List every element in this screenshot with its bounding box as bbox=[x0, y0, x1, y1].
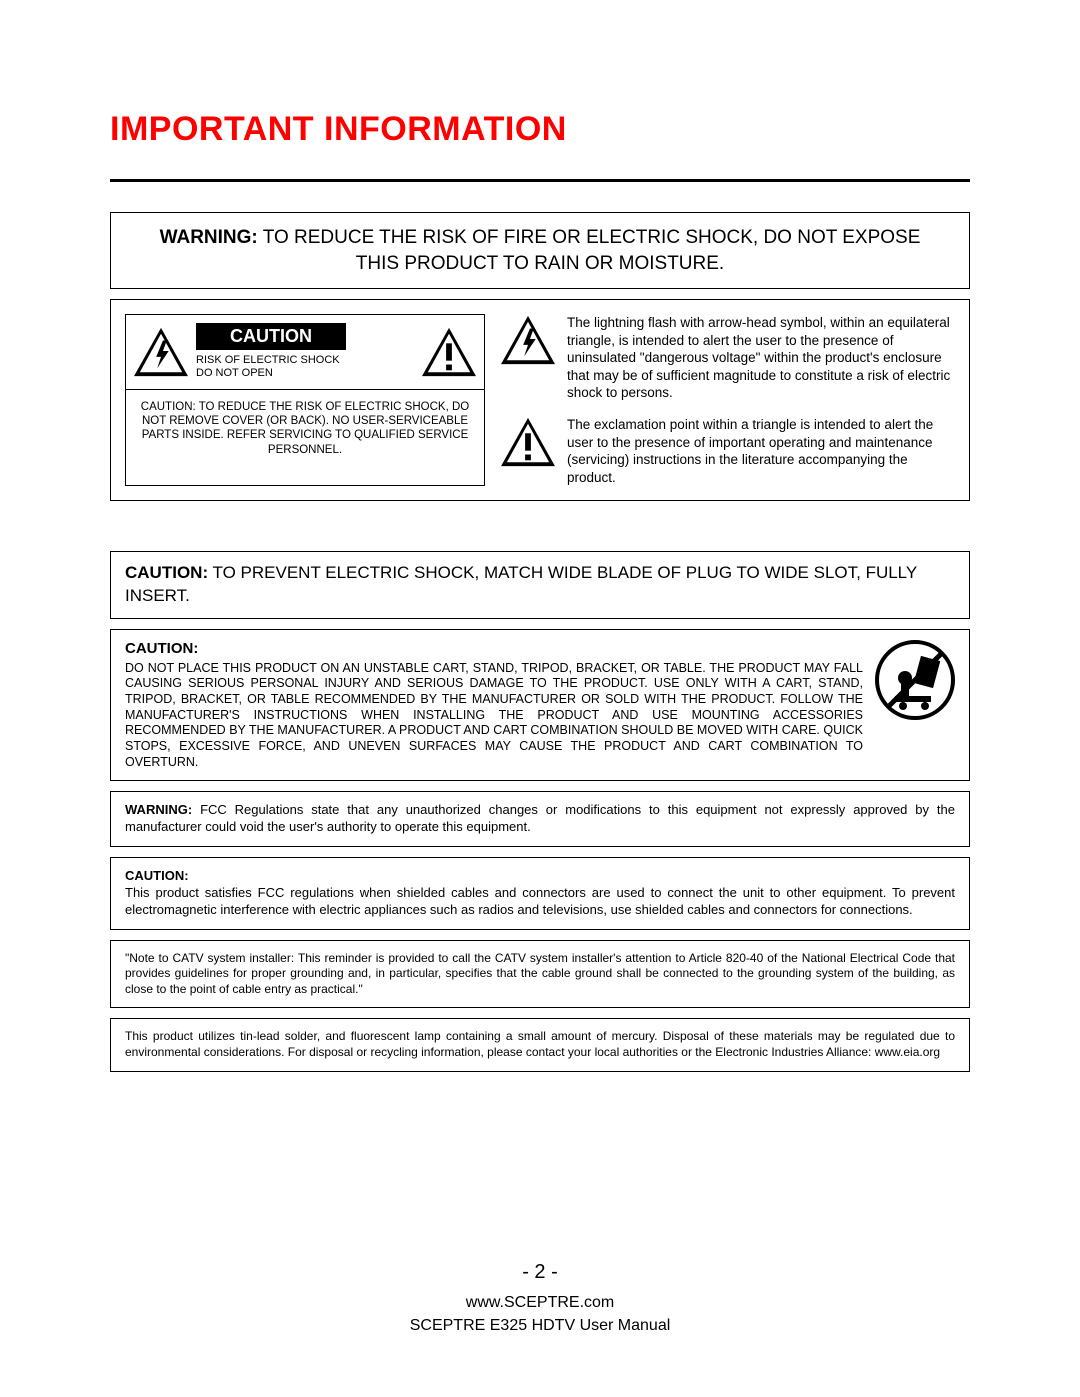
title-rule bbox=[110, 179, 970, 182]
warning-rain-box: WARNING: TO REDUCE THE RISK OF FIRE OR E… bbox=[110, 212, 970, 289]
warning-label: WARNING: bbox=[160, 227, 258, 248]
fcc-caution-box: CAUTION: This product satisfies FCC regu… bbox=[110, 857, 970, 930]
exclaim-desc-row: The exclamation point within a triangle … bbox=[499, 416, 955, 486]
caution-bottom-text: CAUTION: TO REDUCE THE RISK OF ELECTRIC … bbox=[126, 390, 484, 468]
lightning-triangle-icon-2 bbox=[499, 314, 557, 366]
exclaim-triangle-icon-2 bbox=[499, 416, 557, 468]
cart-text: DO NOT PLACE THIS PRODUCT ON AN UNSTABLE… bbox=[125, 661, 863, 769]
footer-url: www.SCEPTRE.com bbox=[0, 1292, 1080, 1314]
disposal-note-text: This product utilizes tin-lead solder, a… bbox=[125, 1029, 955, 1059]
caution-cart-box: CAUTION: DO NOT PLACE THIS PRODUCT ON AN… bbox=[110, 629, 970, 781]
page-footer: - 2 - www.SCEPTRE.com SCEPTRE E325 HDTV … bbox=[0, 1258, 1080, 1337]
risk-line-1: RISK OF ELECTRIC SHOCK bbox=[196, 354, 340, 367]
cart-tip-icon bbox=[875, 640, 955, 720]
exclaim-triangle-icon bbox=[420, 326, 478, 378]
caution-plug-box: CAUTION: TO PREVENT ELECTRIC SHOCK, MATC… bbox=[110, 551, 970, 619]
fcc-caution-text: This product satisfies FCC regulations w… bbox=[125, 885, 955, 917]
caution-panel: CAUTION RISK OF ELECTRIC SHOCK DO NOT OP… bbox=[110, 299, 970, 501]
catv-note-box: "Note to CATV system installer: This rem… bbox=[110, 940, 970, 1009]
fcc-warning-box: WARNING: FCC Regulations state that any … bbox=[110, 791, 970, 847]
caution-badge: CAUTION bbox=[196, 323, 346, 350]
footer-manual: SCEPTRE E325 HDTV User Manual bbox=[0, 1315, 1080, 1337]
caution-plug-text: TO PREVENT ELECTRIC SHOCK, MATCH WIDE BL… bbox=[125, 563, 917, 605]
risk-line-2: DO NOT OPEN bbox=[196, 367, 273, 380]
caution-header-row: CAUTION RISK OF ELECTRIC SHOCK DO NOT OP… bbox=[126, 315, 484, 389]
caution-plug-label: CAUTION: bbox=[125, 563, 208, 582]
fcc-warning-text: FCC Regulations state that any unauthori… bbox=[125, 802, 955, 834]
page-number: - 2 - bbox=[0, 1258, 1080, 1286]
catv-note-text: "Note to CATV system installer: This rem… bbox=[125, 951, 955, 996]
lightning-desc-text: The lightning flash with arrow-head symb… bbox=[567, 314, 955, 402]
warning-text: TO REDUCE THE RISK OF FIRE OR ELECTRIC S… bbox=[263, 227, 921, 274]
disposal-note-box: This product utilizes tin-lead solder, a… bbox=[110, 1018, 970, 1071]
fcc-warning-label: WARNING: bbox=[125, 802, 192, 817]
lightning-desc-row: The lightning flash with arrow-head symb… bbox=[499, 314, 955, 402]
fcc-caution-label: CAUTION: bbox=[125, 868, 189, 883]
exclaim-desc-text: The exclamation point within a triangle … bbox=[567, 416, 955, 486]
page-title: IMPORTANT INFORMATION bbox=[110, 110, 970, 149]
lightning-triangle-icon bbox=[132, 326, 190, 378]
cart-heading: CAUTION: bbox=[125, 640, 863, 659]
caution-left-box: CAUTION RISK OF ELECTRIC SHOCK DO NOT OP… bbox=[125, 314, 485, 486]
